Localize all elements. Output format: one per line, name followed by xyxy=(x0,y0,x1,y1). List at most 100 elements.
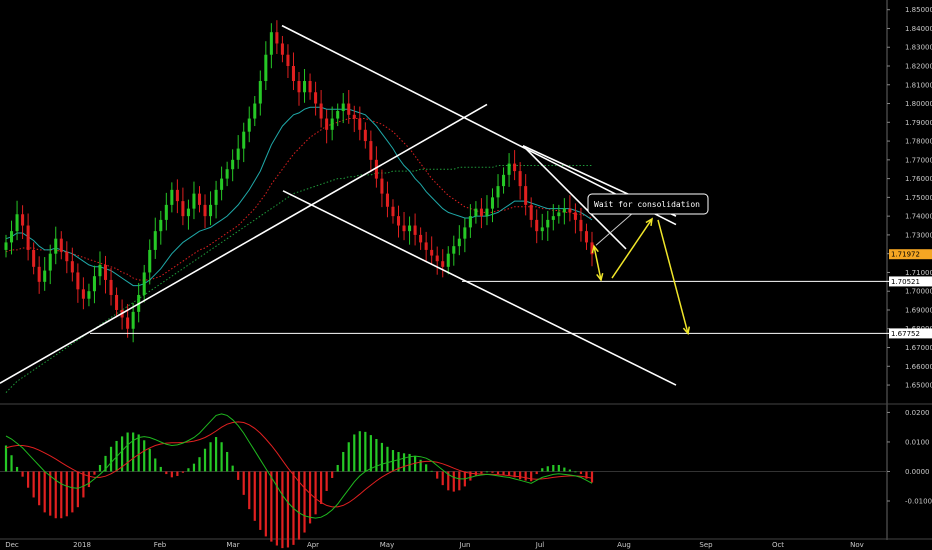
macd-histogram-bar xyxy=(154,458,157,472)
candle-body xyxy=(126,317,130,329)
price-tick-label: 1.84000 xyxy=(905,25,932,33)
candle-body xyxy=(396,216,401,226)
macd-histogram-bar xyxy=(358,431,361,472)
macd-histogram-bar xyxy=(10,455,13,472)
candle-body xyxy=(579,219,583,232)
macd-histogram-bar xyxy=(32,471,35,498)
candle-body xyxy=(385,193,389,207)
candle-body xyxy=(419,234,423,243)
macd-histogram-bar xyxy=(65,471,68,517)
callout-box[interactable] xyxy=(587,193,709,215)
candle-body xyxy=(70,261,74,273)
price-tick-label: 1.69000 xyxy=(905,306,932,314)
candle-body xyxy=(225,169,229,179)
macd-histogram-bar xyxy=(336,464,339,472)
macd-histogram-bar xyxy=(353,434,356,472)
candle-body xyxy=(496,186,500,198)
macd-histogram-bar xyxy=(281,471,284,549)
price-tick-label: 1.81000 xyxy=(905,81,932,89)
macd-histogram-bar xyxy=(170,471,173,478)
macd-histogram-bar xyxy=(286,471,290,548)
candle-body xyxy=(21,214,25,226)
candle-body xyxy=(380,178,384,194)
candle-body xyxy=(170,189,174,205)
macd-histogram-bar xyxy=(380,442,384,472)
time-tick-label: Dec xyxy=(5,541,19,549)
macd-histogram-bar xyxy=(397,451,400,472)
candle-body xyxy=(181,201,185,217)
macd-histogram-bar xyxy=(568,469,571,472)
time-axis[interactable]: Dec 2018 Feb Mar Apr May Jun Jul Aug Sep Oct Nov xyxy=(5,541,864,549)
candle-body xyxy=(352,114,356,119)
candle-body xyxy=(341,103,345,112)
candle-body xyxy=(10,231,14,243)
callout-text: Wait for consolidation xyxy=(594,200,700,209)
macd-histogram-bar xyxy=(253,471,256,521)
candle-body xyxy=(303,81,307,93)
candle-body xyxy=(76,272,80,290)
macd-histogram-bar xyxy=(109,446,113,472)
macd-tick-label: -0.0100 xyxy=(905,498,932,506)
candle-body xyxy=(430,249,434,256)
price-candles xyxy=(4,20,594,343)
macd-histogram-bar xyxy=(519,471,522,480)
candle-body xyxy=(314,92,318,104)
arrow-down-short-head xyxy=(591,244,599,254)
macd-histogram-bar xyxy=(76,471,79,508)
candle-body xyxy=(468,216,472,228)
macd-histogram-bar xyxy=(15,466,19,472)
macd-histogram-bar xyxy=(71,471,74,513)
candle-body xyxy=(26,225,30,250)
price-tick-label: 1.73000 xyxy=(905,231,932,239)
candle-body xyxy=(297,81,301,93)
macd-histogram-bar xyxy=(270,471,273,542)
candle-body xyxy=(59,238,63,252)
candle-body xyxy=(209,204,213,217)
wedge-upper-line xyxy=(522,145,627,250)
candle-body xyxy=(546,219,550,228)
macd-histogram-bar xyxy=(386,446,389,472)
macd-histogram-bar xyxy=(49,471,52,516)
arrow-up-consolidation xyxy=(611,218,653,279)
candle-body xyxy=(374,159,378,179)
candle-body xyxy=(513,163,517,172)
price-tick-label: 1.83000 xyxy=(905,44,932,52)
price-label-text: 1.70521 xyxy=(891,278,920,286)
candle-body xyxy=(551,216,555,220)
candle-body xyxy=(203,204,207,217)
macd-tick-label: 0.0100 xyxy=(905,438,930,446)
candle-body xyxy=(92,276,96,292)
price-tick-label: 1.71000 xyxy=(905,269,932,277)
candle-body xyxy=(369,141,373,160)
macd-histogram-bar xyxy=(264,471,267,537)
macd-histogram-bar xyxy=(165,471,168,475)
macd-histogram-bar xyxy=(248,471,251,510)
candle-body xyxy=(231,159,235,170)
macd-histogram-bar xyxy=(38,471,41,506)
candle-body xyxy=(186,208,190,217)
macd-histogram-bar xyxy=(21,471,24,477)
macd-histogram-bar xyxy=(491,471,494,473)
price-tick-label: 1.67000 xyxy=(905,344,932,352)
price-label-box xyxy=(889,249,932,260)
candle-body xyxy=(435,255,439,262)
macd-histogram-bar xyxy=(43,471,46,513)
macd-histogram-bar xyxy=(259,471,262,530)
macd-histogram-bar xyxy=(347,442,350,472)
candle-body xyxy=(358,118,362,130)
candle-body xyxy=(65,251,69,262)
price-tick-label: 1.75000 xyxy=(905,194,932,202)
macd-histogram-bar xyxy=(507,471,511,476)
candle-body xyxy=(87,291,91,299)
macd-histogram-bar xyxy=(237,471,240,480)
macd-histogram-bar xyxy=(231,465,234,472)
macd-histogram-bar xyxy=(214,437,218,472)
fast-ema-line xyxy=(5,106,593,287)
macd-histogram-bar xyxy=(297,471,301,540)
annotation-callout[interactable]: Wait for consolidation xyxy=(587,193,709,215)
macd-histogram-bar xyxy=(364,431,367,472)
macd-histogram-bar xyxy=(402,453,406,472)
price-tick-label: 1.74000 xyxy=(905,213,932,221)
